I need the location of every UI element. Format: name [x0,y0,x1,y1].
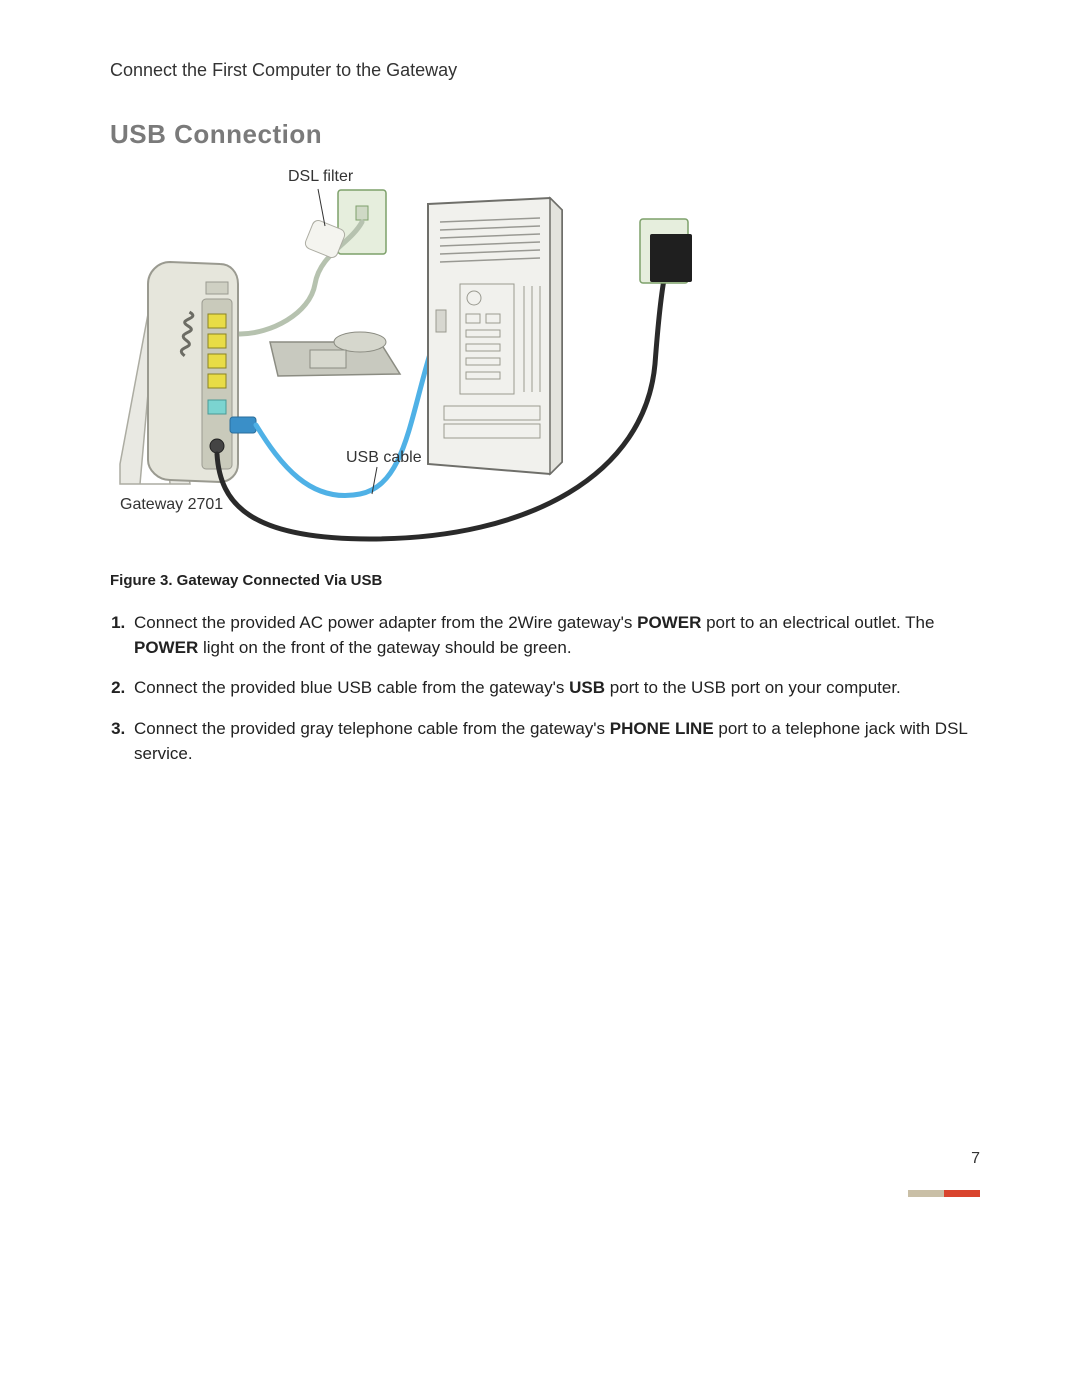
section-title: USB Connection [110,119,980,150]
power-adapter-brick [650,234,692,282]
step-text: Connect the provided blue USB cable from… [134,678,569,697]
step-text: port to the USB port on your computer. [605,678,901,697]
telephone [270,332,400,376]
step-text: port to an electrical outlet. The [701,613,934,632]
step-3: Connect the provided gray telephone cabl… [130,717,980,766]
step-2: Connect the provided blue USB cable from… [130,676,980,701]
step-bold: PHONE LINE [610,719,714,738]
step-text: Connect the provided AC power adapter fr… [134,613,637,632]
footer-accent-seg-1 [908,1190,944,1197]
step-bold: USB [569,678,605,697]
usb-plug-gateway [230,417,256,433]
instruction-steps: Connect the provided AC power adapter fr… [110,611,980,766]
gateway-label: Gateway 2701 [120,496,223,514]
dsl-filter-label: DSL filter [288,168,353,186]
step-1: Connect the provided AC power adapter fr… [130,611,980,660]
footer-accent-seg-2 [944,1190,980,1197]
step-text: light on the front of the gateway should… [198,638,571,657]
step-bold: POWER [134,638,198,657]
document-page: Connect the First Computer to the Gatewa… [0,0,1080,1397]
footer-accent [908,1190,980,1197]
step-text: Connect the provided gray telephone cabl… [134,719,610,738]
usb-connection-figure: DSL filter USB cable Gateway 2701 [110,164,750,544]
usb-cable-label: USB cable [346,449,422,467]
diagram-svg [110,164,750,544]
gateway-device [120,262,238,484]
figure-caption: Figure 3. Gateway Connected Via USB [110,572,980,589]
pc-tower [428,198,562,474]
page-number: 7 [971,1150,980,1168]
breadcrumb: Connect the First Computer to the Gatewa… [110,60,980,81]
step-bold: POWER [637,613,701,632]
